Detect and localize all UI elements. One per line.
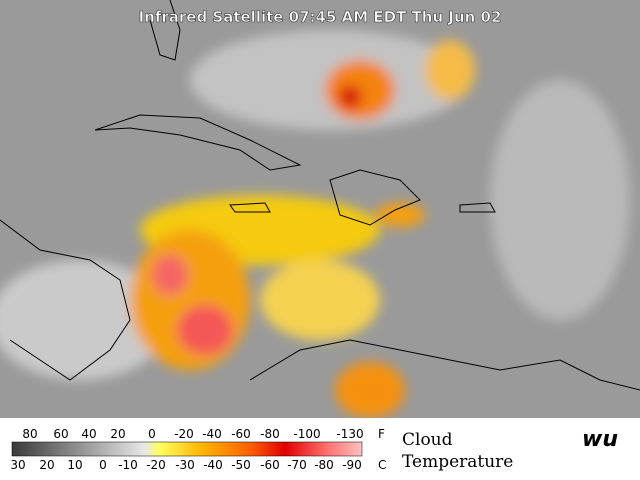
celsius-unit: C (378, 458, 386, 472)
celsius-label: -60 (260, 458, 280, 472)
fahrenheit-unit: F (378, 427, 385, 441)
celsius-label: -70 (287, 458, 307, 472)
celsius-label: 30 (10, 458, 25, 472)
celsius-label: 20 (39, 458, 54, 472)
fahrenheit-label: -40 (202, 427, 222, 441)
fahrenheit-label: -80 (260, 427, 280, 441)
fahrenheit-label: -130 (336, 427, 363, 441)
fahrenheit-label: 80 (22, 427, 37, 441)
celsius-label: 0 (99, 458, 107, 472)
fahrenheit-label: -60 (231, 427, 251, 441)
celsius-label: 10 (67, 458, 82, 472)
celsius-label: -90 (342, 458, 362, 472)
fahrenheit-label: 20 (110, 427, 125, 441)
celsius-label: -10 (118, 458, 138, 472)
celsius-label: -50 (231, 458, 251, 472)
logo: wu (582, 427, 618, 452)
legend: F C Cloud Temperature wu (0, 418, 640, 480)
fahrenheit-label: 40 (81, 427, 96, 441)
legend-caption: Temperature (402, 452, 513, 472)
fahrenheit-label: 60 (53, 427, 68, 441)
fahrenheit-label: -20 (174, 427, 194, 441)
celsius-label: -20 (146, 458, 166, 472)
celsius-label: -40 (203, 458, 223, 472)
celsius-label: -80 (314, 458, 334, 472)
celsius-label: -30 (175, 458, 195, 472)
legend-caption: Cloud (402, 430, 453, 450)
fahrenheit-label: 0 (148, 427, 156, 441)
fahrenheit-label: -100 (293, 427, 320, 441)
map-title: Infrared Satellite 07:45 AM EDT Thu Jun … (139, 8, 502, 26)
satellite-map (0, 0, 640, 418)
